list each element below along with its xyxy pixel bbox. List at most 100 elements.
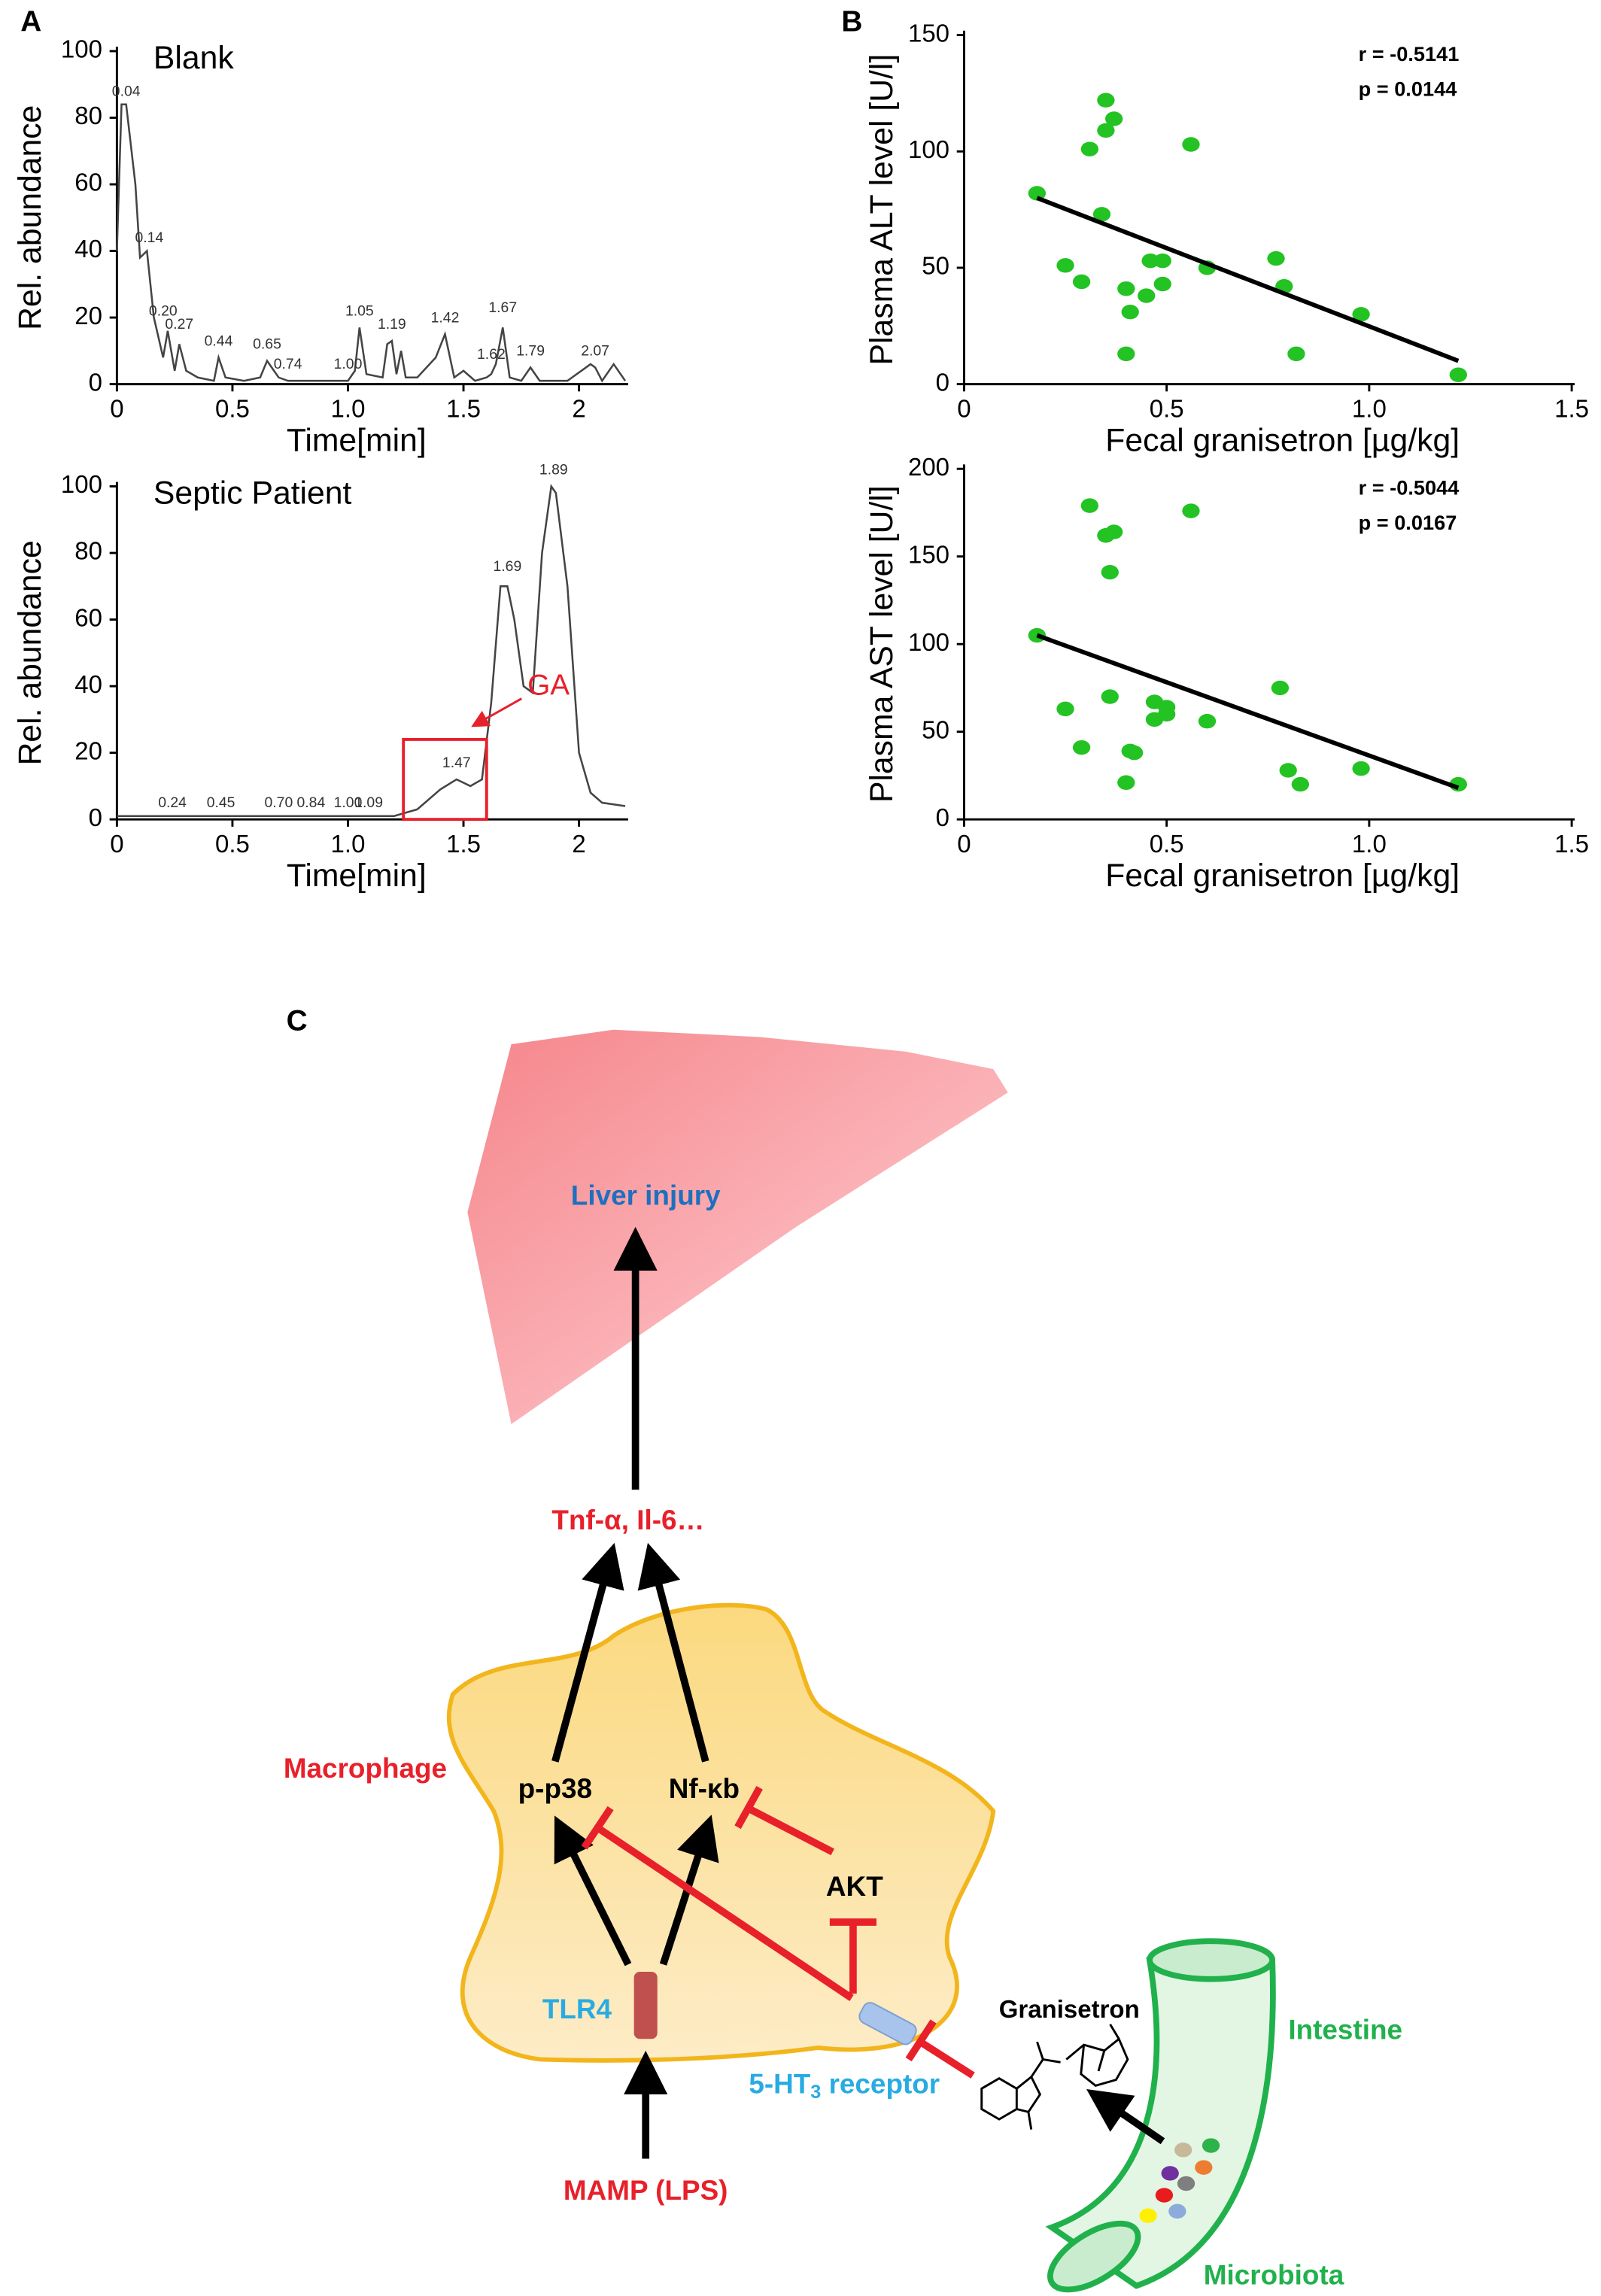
point: [1121, 743, 1139, 759]
x-tick-label: 1.5: [446, 830, 481, 858]
arrow: [659, 1815, 719, 1966]
y-tick-label: 40: [74, 670, 102, 698]
y-tick-label: 100: [61, 35, 102, 63]
point: [1080, 498, 1099, 513]
diagram: C Liver injury Tnf-α, Il-6… Macrophage p…: [284, 1004, 1402, 2293]
y-tick-label: 0: [936, 803, 949, 831]
point: [1279, 763, 1297, 778]
x-tick-label: 0: [957, 394, 971, 422]
microbiota-dots: [1139, 2138, 1220, 2223]
point: [1092, 207, 1111, 222]
point: [1056, 258, 1074, 273]
x-tick-label: 0.5: [1150, 830, 1184, 858]
peak-label: 0.70: [264, 794, 293, 811]
y-axis-title: Rel. abundance: [12, 540, 48, 765]
arrow: [1086, 2089, 1165, 2145]
y-axis-title: Rel. abundance: [12, 105, 48, 330]
x-tick-label: 1.0: [1352, 830, 1387, 858]
peak-label: 0.24: [158, 794, 187, 811]
point: [1101, 564, 1119, 580]
peak-label: 1.79: [516, 343, 545, 360]
macrophage: [446, 1602, 996, 2063]
point: [1117, 775, 1135, 790]
peak-label: 1.69: [494, 558, 522, 575]
peak-label: 0.14: [135, 229, 163, 246]
y-tick-label: 0: [89, 803, 102, 831]
regression-line: [1036, 633, 1460, 790]
y-tick-label: 80: [74, 102, 102, 129]
chromatogram-line: [116, 103, 627, 383]
x-axis-title: Fecal granisetron [µg/kg]: [1105, 858, 1460, 894]
panel-label: C: [287, 1004, 308, 1037]
peak-label: 1.47: [442, 755, 471, 771]
x-tick-label: 1.5: [1554, 394, 1589, 422]
x-axis-title: Time[min]: [287, 423, 427, 459]
macrophage-label: Macrophage: [284, 1753, 447, 1784]
peak-label: 1.42: [431, 309, 460, 326]
panel-label: B: [841, 5, 862, 38]
peak-label: 1.62: [477, 346, 506, 363]
akt-label: AKT: [826, 1871, 883, 1902]
stat-label: p = 0.0144: [1359, 77, 1457, 101]
microbiota-label: Microbiota: [1204, 2260, 1344, 2291]
peak-label: 0.44: [205, 333, 233, 349]
y-tick-label: 80: [74, 537, 102, 565]
y-tick-label: 0: [89, 368, 102, 396]
y-tick-label: 100: [908, 135, 949, 163]
tlr4-receptor: [633, 1971, 658, 2039]
point: [1153, 253, 1171, 269]
point: [1117, 281, 1135, 296]
peak-label: 1.67: [488, 299, 517, 316]
y-tick-label: 100: [908, 628, 949, 656]
point: [1449, 367, 1467, 382]
x-tick-label: 1.0: [1352, 394, 1387, 422]
point: [1271, 680, 1290, 696]
x-tick-label: 0: [110, 830, 123, 858]
point: [1097, 123, 1115, 138]
y-tick-label: 200: [908, 453, 949, 481]
y-tick-label: 40: [74, 235, 102, 263]
arrow: [637, 1542, 709, 1763]
mamp-label: MAMP (LPS): [564, 2175, 728, 2206]
x-tick-label: 0.5: [1150, 394, 1184, 422]
peak-label: 1.19: [378, 316, 406, 333]
receptor-prefix: 5-HT: [749, 2068, 810, 2099]
point: [1158, 706, 1176, 722]
point: [1080, 141, 1099, 156]
peak-label: 1.00: [334, 356, 363, 372]
point: [1101, 689, 1119, 704]
point: [1153, 276, 1171, 292]
point: [1138, 288, 1156, 303]
highlight-box: [402, 737, 488, 822]
y-tick-label: 50: [922, 715, 949, 743]
x-tick-label: 0.5: [215, 394, 250, 422]
arrow: [551, 1542, 624, 1763]
peak-label: 0.84: [296, 794, 325, 811]
peak-label: 1.09: [354, 794, 383, 811]
stat-label: p = 0.0167: [1359, 511, 1457, 534]
stat-label: r = -0.5141: [1359, 42, 1460, 65]
x-tick-label: 2: [572, 394, 585, 422]
x-tick-label: 1.0: [331, 830, 366, 858]
point: [1141, 253, 1159, 269]
y-axis-title: Plasma ALT level [U/l]: [864, 54, 900, 366]
intestine-label: Intestine: [1288, 2014, 1402, 2045]
cytokines-label: Tnf-α, Il-6…: [551, 1505, 704, 1535]
peak-label: 0.04: [112, 83, 141, 99]
granisetron-label: Granisetron: [999, 1995, 1140, 2023]
point: [1287, 346, 1305, 362]
tlr4-label: TLR4: [542, 1994, 612, 2024]
point: [1182, 503, 1200, 518]
point: [1117, 346, 1135, 362]
liver-label: Liver injury: [571, 1180, 721, 1211]
intestine-opening: [1147, 1938, 1275, 1982]
intestine: [1045, 1957, 1276, 2289]
point: [1072, 740, 1091, 755]
point: [1105, 524, 1123, 539]
point: [1352, 761, 1370, 776]
inhibition: [581, 1786, 975, 2079]
point: [1105, 111, 1123, 126]
receptor-suffix: receptor: [821, 2068, 940, 2099]
sample-label: Septic Patient: [153, 475, 352, 511]
